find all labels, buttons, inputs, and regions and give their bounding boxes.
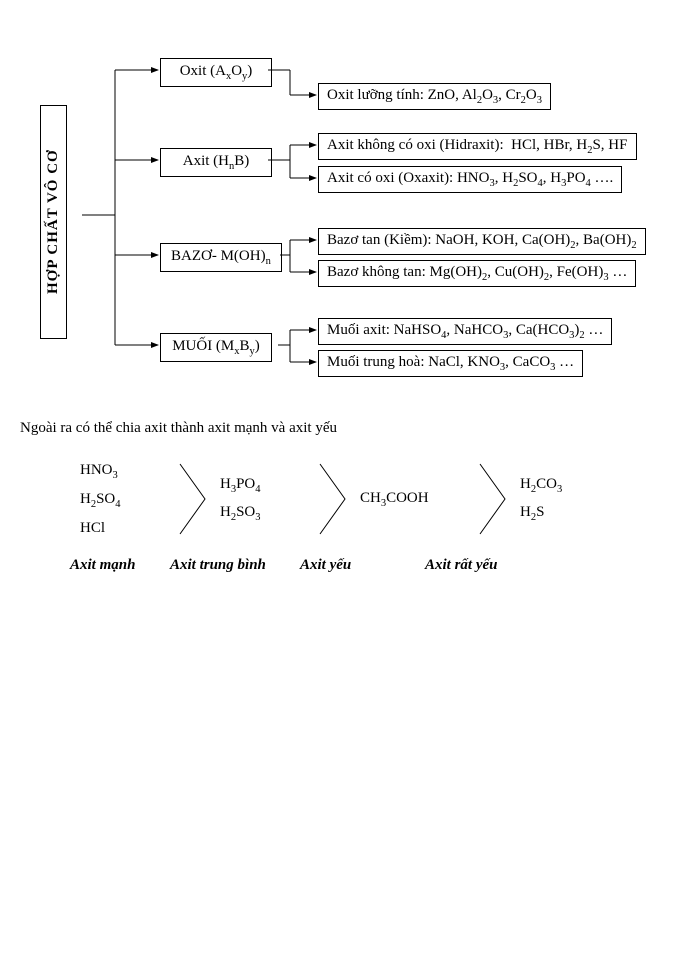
category-node: BAZƠ- M(OH)n bbox=[160, 243, 282, 272]
acid-strength-label: Axit mạnh bbox=[70, 557, 170, 574]
detail-node: Muối trung hoà: NaCl, KNO3, CaCO3 … bbox=[318, 350, 583, 377]
acid-strength-scale: HNO3H2SO4HCl H3PO4H2SO3 CH3COOH H2CO3H2S bbox=[80, 457, 680, 542]
acid-formula: H2CO3 bbox=[520, 471, 610, 500]
chevron-right-icon bbox=[310, 459, 360, 539]
detail-node: Oxit lưỡng tính: ZnO, Al2O3, Cr2O3 bbox=[318, 83, 551, 110]
classification-tree: HỢP CHẤT VÔ CƠ bbox=[20, 40, 680, 400]
acid-group: HNO3H2SO4HCl bbox=[80, 457, 170, 542]
category-node: Oxit (AxOy) bbox=[160, 58, 272, 87]
acid-formula: H2SO4 bbox=[80, 486, 170, 515]
acid-formula: H2SO3 bbox=[220, 499, 310, 528]
acid-formula: H2S bbox=[520, 499, 610, 528]
note-text: Ngoài ra có thể chia axit thành axit mạn… bbox=[20, 420, 680, 437]
acid-strength-label: Axit yếu bbox=[300, 557, 425, 574]
chevron-right-icon bbox=[470, 459, 520, 539]
detail-node: Muối axit: NaHSO4, NaHCO3, Ca(HCO3)2 … bbox=[318, 318, 612, 345]
detail-node: Bazơ không tan: Mg(OH)2, Cu(OH)2, Fe(OH)… bbox=[318, 260, 636, 287]
chevron-right-icon bbox=[170, 459, 220, 539]
acid-formula: H3PO4 bbox=[220, 471, 310, 500]
detail-node: Axit không có oxi (Hidraxit): HCl, HBr, … bbox=[318, 133, 637, 160]
acid-formula: HCl bbox=[80, 515, 170, 542]
category-node: MUỐI (MxBy) bbox=[160, 333, 272, 362]
acid-strength-label: Axit trung bình bbox=[170, 557, 300, 574]
acid-formula: HNO3 bbox=[80, 457, 170, 486]
acid-group: H3PO4H2SO3 bbox=[220, 471, 310, 529]
detail-node: Axit có oxi (Oxaxit): HNO3, H2SO4, H3PO4… bbox=[318, 166, 622, 193]
acid-formula: CH3COOH bbox=[360, 485, 470, 514]
detail-node: Bazơ tan (Kiềm): NaOH, KOH, Ca(OH)2, Ba(… bbox=[318, 228, 646, 255]
acid-group: H2CO3H2S bbox=[520, 471, 610, 529]
category-node: Axit (HnB) bbox=[160, 148, 272, 177]
acid-strength-label: Axit rất yếu bbox=[425, 557, 525, 574]
acid-group: CH3COOH bbox=[360, 485, 470, 514]
acid-strength-labels: Axit mạnhAxit trung bìnhAxit yếuAxit rất… bbox=[70, 557, 680, 574]
